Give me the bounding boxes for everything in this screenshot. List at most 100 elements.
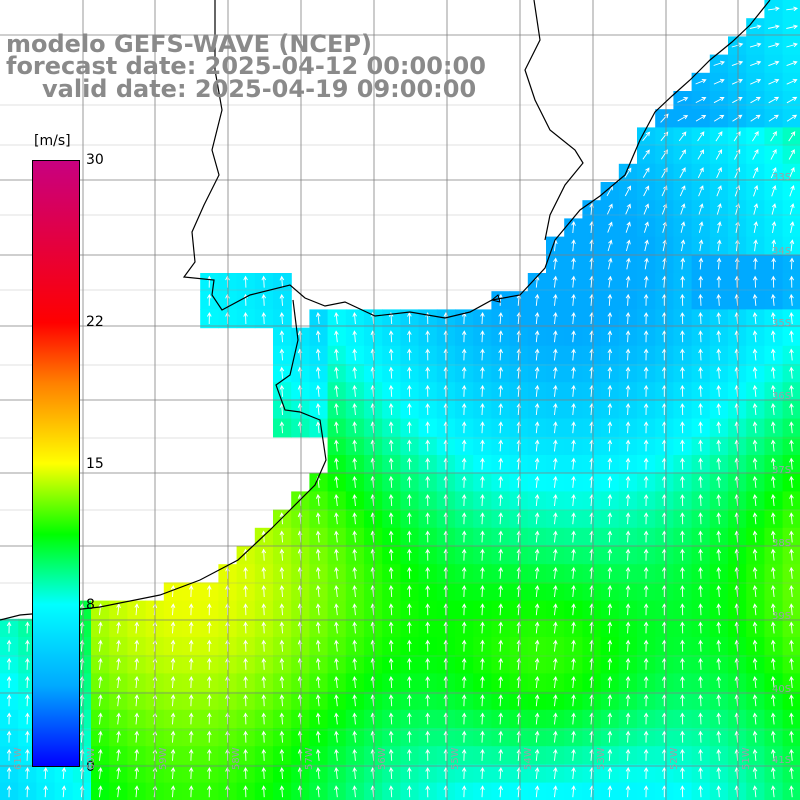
wind-arrow <box>407 603 412 616</box>
wind-arrow <box>770 566 776 579</box>
wind-arrow <box>698 348 703 361</box>
wind-arrow <box>770 548 776 561</box>
wind-arrow <box>534 348 540 361</box>
wind-arrow <box>662 330 667 343</box>
lon-label: 60W <box>86 747 97 770</box>
wind-arrow <box>534 512 540 525</box>
wind-arrow <box>207 712 212 725</box>
wind-arrow <box>188 767 194 780</box>
wind-arrow <box>425 384 430 397</box>
wind-arrow <box>571 530 576 543</box>
wind-arrow <box>461 785 467 798</box>
wind-arrow <box>731 78 743 85</box>
lon-label: 51W <box>741 747 752 770</box>
wind-arrow <box>425 421 430 434</box>
wind-arrow <box>680 475 685 488</box>
wind-arrow <box>116 785 121 798</box>
wind-arrow <box>388 312 394 325</box>
wind-arrow <box>677 115 689 122</box>
wind-arrow <box>261 676 267 689</box>
wind-arrow <box>352 621 357 634</box>
wind-arrow <box>388 330 394 343</box>
wind-arrow <box>571 657 576 670</box>
wind-arrow <box>334 712 339 725</box>
wind-arrow <box>170 730 176 743</box>
wind-arrow <box>170 639 176 652</box>
wind-arrow <box>480 585 485 598</box>
wind-arrow <box>225 785 230 798</box>
wind-arrow <box>553 366 558 379</box>
wind-arrow <box>315 603 321 616</box>
wind-arrow <box>698 548 703 561</box>
wind-arrow <box>352 403 357 416</box>
wind-arrow <box>534 748 540 761</box>
wind-arrow <box>207 585 212 598</box>
wind-arrow <box>789 767 794 780</box>
wind-arrow <box>625 366 631 379</box>
wind-arrow <box>407 566 412 579</box>
wind-arrow <box>461 657 467 670</box>
wind-arrow <box>352 548 357 561</box>
wind-arrow <box>315 403 321 416</box>
wind-arrow <box>352 694 357 707</box>
wind-arrow <box>534 712 540 725</box>
wind-arrow <box>625 657 631 670</box>
wind-arrow <box>660 113 669 123</box>
wind-arrow <box>498 384 504 397</box>
wind-arrow <box>770 639 776 652</box>
wind-arrow <box>352 748 357 761</box>
wind-arrow <box>571 366 576 379</box>
wind-arrow <box>607 330 613 343</box>
lon-label: 61W <box>13 747 24 770</box>
wind-arrow <box>243 730 248 743</box>
wind-arrow <box>644 257 649 270</box>
wind-arrow <box>571 475 576 488</box>
wind-arrow <box>334 621 339 634</box>
wind-arrow <box>98 767 103 780</box>
wind-arrow <box>334 730 339 743</box>
wind-arrow <box>315 566 321 579</box>
wind-arrow <box>425 585 430 598</box>
wind-arrow <box>749 24 762 30</box>
wind-arrow <box>716 730 722 743</box>
wind-arrow <box>770 457 776 470</box>
wind-arrow <box>388 494 394 507</box>
wind-arrow <box>116 676 121 689</box>
wind-arrow <box>279 621 285 634</box>
wind-arrow <box>571 621 576 634</box>
wind-arrow <box>225 730 230 743</box>
wind-arrow <box>789 621 794 634</box>
wind-arrow <box>207 748 212 761</box>
wind-arrow <box>170 621 176 634</box>
wind-arrow <box>315 585 321 598</box>
wind-arrow <box>715 131 723 142</box>
wind-arrow <box>534 621 540 634</box>
title-forecast-date: forecast date: 2025-04-12 00:00:00 <box>6 52 486 80</box>
wind-arrow <box>679 167 686 179</box>
wind-arrow <box>680 221 686 233</box>
wind-arrow <box>786 42 798 48</box>
wind-arrow <box>334 384 339 397</box>
wind-arrow <box>625 494 631 507</box>
wind-arrow <box>315 730 321 743</box>
wind-arrow <box>334 676 339 689</box>
wind-arrow <box>243 785 248 798</box>
wind-arrow <box>716 767 722 780</box>
wind-arrow <box>680 548 685 561</box>
wind-arrow <box>770 348 776 361</box>
wind-arrow <box>261 293 267 306</box>
wind-arrow <box>225 312 230 325</box>
wind-arrow <box>625 585 631 598</box>
wind-arrow <box>425 712 430 725</box>
wind-arrow <box>713 97 725 104</box>
wind-arrow <box>534 639 540 652</box>
wind-arrow <box>315 767 321 780</box>
wind-arrow <box>789 548 794 561</box>
wind-arrow <box>534 494 540 507</box>
wind-arrow <box>25 748 30 761</box>
wind-arrow <box>534 548 540 561</box>
wind-arrow <box>243 748 248 761</box>
wind-arrow <box>571 639 576 652</box>
wind-arrow <box>407 494 412 507</box>
wind-arrow <box>625 293 631 306</box>
